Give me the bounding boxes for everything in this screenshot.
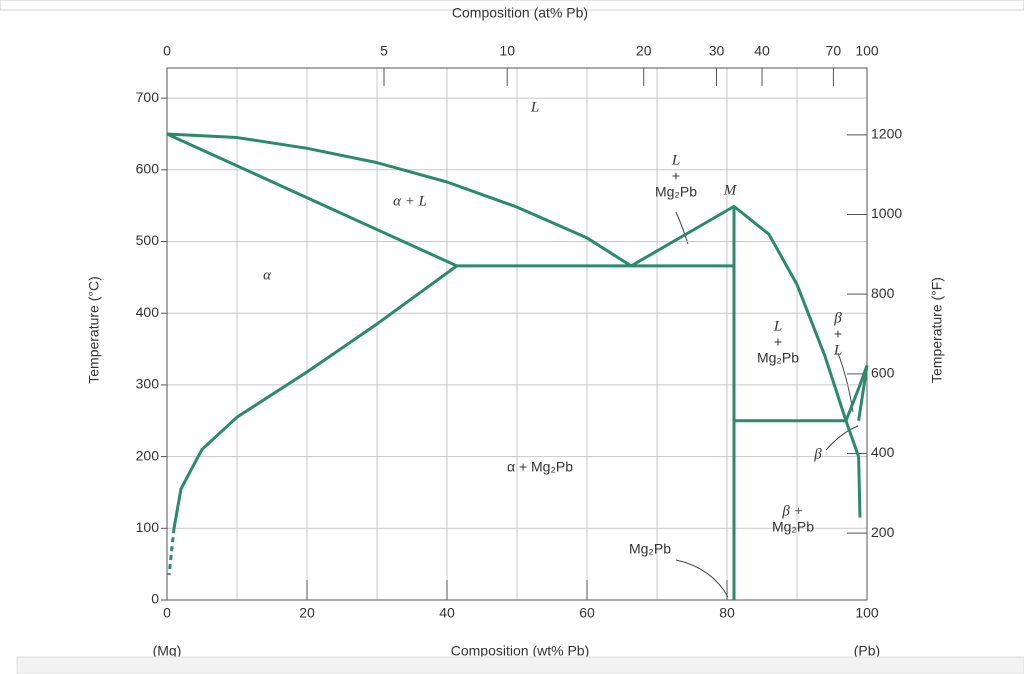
x2-tick-label: 30 [709,43,725,59]
x2-tick-label: 20 [636,43,652,59]
bottom-bar [16,656,1024,674]
plot-frame [166,67,868,601]
x-tick-label: 0 [163,605,171,621]
arrow [825,425,859,451]
phase-boundary [166,132,458,268]
phase-boundary [844,420,862,518]
annotation: M [723,182,738,198]
x-axis-title: Composition (wt% Pb) [451,643,590,659]
x-tick-label: 40 [439,605,455,621]
y2-tick-label: 1000 [871,205,902,221]
x-end-label: (Mg) [153,643,182,659]
x2-tick-label: 0 [163,43,171,59]
x2-tick-label: 40 [754,43,770,59]
x-tick-label: 80 [719,605,735,621]
phase-boundary [167,528,176,576]
annotation: Mg₂Pb [772,519,814,535]
annotation: + [774,334,782,350]
annotation-arrows [675,211,859,598]
arrow [675,559,729,598]
x2-tick-label: 70 [826,43,842,59]
annotation: α [263,267,272,283]
y-tick-label: 400 [136,304,160,320]
annotation: α + L [393,193,427,209]
annotation: L [671,152,680,168]
annotation: β [833,310,842,326]
annotation: β [813,446,822,462]
y-tick-label: 500 [136,232,160,248]
phase-boundary [166,132,632,268]
x-tick-label: 100 [855,605,879,621]
y-tick-label: 0 [151,591,159,607]
x-tick-label: 20 [299,605,315,621]
annotation: L [773,318,782,334]
y2-tick-label: 200 [871,524,895,540]
annotation: Mg₂Pb [629,541,671,557]
y-tick-label: 300 [136,376,160,392]
annotation: L [530,99,539,115]
y-tick-label: 700 [136,89,160,105]
y-tick-label: 600 [136,161,160,177]
y-tick-label: 100 [136,519,160,535]
x2-axis-title: Composition (at% Pb) [452,5,588,21]
top-bar [0,0,1024,11]
x2-tick-label: 5 [380,43,388,59]
y-tick-label: 200 [136,447,160,463]
y2-tick-label: 800 [871,285,895,301]
annotation: + [672,168,680,184]
phase-boundary [172,264,458,529]
annotation: β + [781,503,803,519]
x-tick-label: 60 [579,605,595,621]
annotation: Mg₂Pb [655,184,697,200]
x2-tick-label: 10 [499,43,515,59]
annotation: L [833,342,842,358]
y2-tick-label: 1200 [871,126,902,142]
phase-boundary [630,204,848,422]
y2-tick-label: 600 [871,365,895,381]
annotation: + [834,326,842,342]
y-axis-title: Temperature (°C) [86,276,102,384]
phase-boundary [857,365,869,421]
y2-axis-title: Temperature (°F) [929,277,945,383]
annotation: α + Mg₂Pb [507,459,573,475]
x2-tick-label: 100 [855,43,879,59]
annotation: Mg₂Pb [757,350,799,366]
y2-tick-label: 400 [871,444,895,460]
x-end-label: (Pb) [854,643,880,659]
